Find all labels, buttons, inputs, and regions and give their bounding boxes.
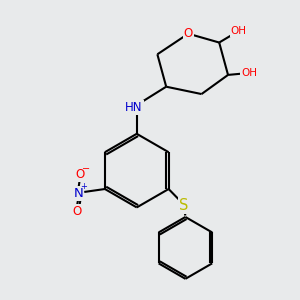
Text: HN: HN [125,101,142,114]
Text: O: O [72,205,82,218]
Text: O: O [75,168,85,181]
Text: +: + [80,182,87,191]
Text: S: S [179,198,189,213]
Text: O: O [184,27,193,40]
Text: OH: OH [230,26,246,36]
Text: OH: OH [241,68,257,78]
Text: −: − [82,164,90,174]
Text: N: N [74,187,83,200]
